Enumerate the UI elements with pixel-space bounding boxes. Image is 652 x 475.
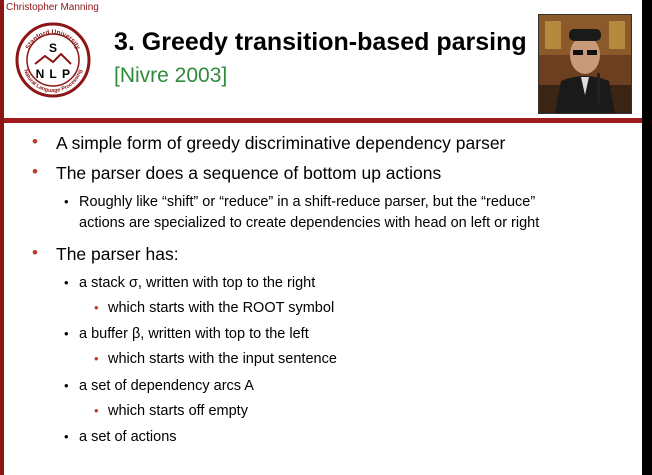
bullet-marker: • <box>64 429 69 444</box>
header-divider <box>4 118 642 123</box>
list-item: The parser does a sequence of bottom up … <box>56 163 442 183</box>
logo-letter-n: N <box>36 67 45 81</box>
bullet-marker: • <box>64 275 69 290</box>
slide-title: 3. Greedy transition-based parsing <box>114 28 527 56</box>
list-item: a stack σ, written with top to the right <box>79 275 316 291</box>
list-item: Roughly like “shift” or “reduce” in a sh… <box>79 194 536 210</box>
list-item: a set of actions <box>79 429 177 445</box>
slide-subtitle: [Nivre 2003] <box>114 64 228 87</box>
bullet-marker: • <box>64 326 69 341</box>
bullet-marker: • <box>64 194 69 209</box>
presenter-name: Christopher Manning <box>6 2 99 13</box>
list-item: a set of dependency arcs A <box>79 378 254 394</box>
bullet-marker: • <box>94 300 99 315</box>
bullet-marker: • <box>94 351 99 366</box>
bullet-marker: • <box>32 162 38 181</box>
list-item: which starts off empty <box>108 403 248 419</box>
stanford-nlp-logo: Stanford University Natural Language Pro… <box>15 22 91 98</box>
list-item: A simple form of greedy discriminative d… <box>56 133 506 153</box>
video-frame-edge <box>642 0 652 475</box>
bullet-marker: • <box>94 403 99 418</box>
list-item: The parser has: <box>56 244 179 264</box>
list-item: a buffer β, written with top to the left <box>79 326 309 342</box>
logo-letter-s: S <box>49 41 57 55</box>
logo-letter-p: P <box>62 67 70 81</box>
list-item: actions are specialized to create depend… <box>79 215 540 231</box>
list-item: which starts with the input sentence <box>108 351 337 367</box>
bullet-marker: • <box>32 132 38 151</box>
bullet-marker: • <box>64 378 69 393</box>
bullet-marker: • <box>32 243 38 262</box>
presenter-photo <box>538 14 632 114</box>
logo-letter-l: L <box>49 67 56 81</box>
list-item: which starts with the ROOT symbol <box>108 300 335 316</box>
